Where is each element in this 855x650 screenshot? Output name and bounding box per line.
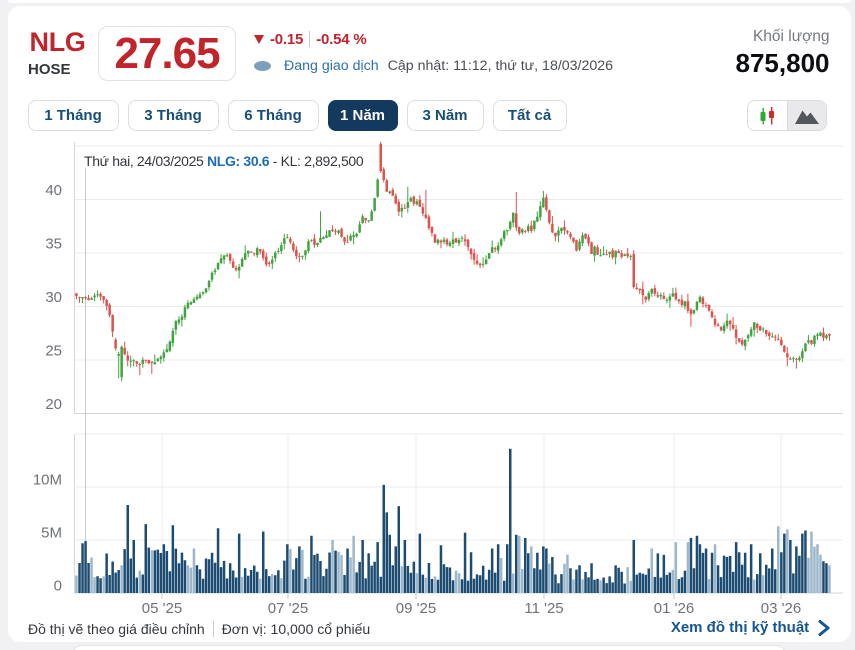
svg-text:09 '25: 09 '25 xyxy=(396,600,436,617)
svg-text:35: 35 xyxy=(45,236,62,253)
svg-text:01 '26: 01 '26 xyxy=(654,600,694,617)
svg-text:40: 40 xyxy=(45,182,62,199)
svg-text:30: 30 xyxy=(45,289,62,306)
svg-text:0: 0 xyxy=(54,578,62,595)
svg-text:11 '25: 11 '25 xyxy=(524,600,563,617)
svg-text:Thứ hai, 24/03/2025 NLG: 30.6: Thứ hai, 24/03/2025 NLG: 30.6 - KL: 2,89… xyxy=(84,153,364,169)
svg-text:05 '25: 05 '25 xyxy=(142,600,182,617)
svg-text:07 '25: 07 '25 xyxy=(268,600,308,617)
svg-text:03 '26: 03 '26 xyxy=(761,600,801,617)
svg-text:10M: 10M xyxy=(33,472,62,489)
svg-text:20: 20 xyxy=(45,396,62,413)
svg-text:25: 25 xyxy=(45,343,62,360)
svg-text:5M: 5M xyxy=(41,525,62,542)
